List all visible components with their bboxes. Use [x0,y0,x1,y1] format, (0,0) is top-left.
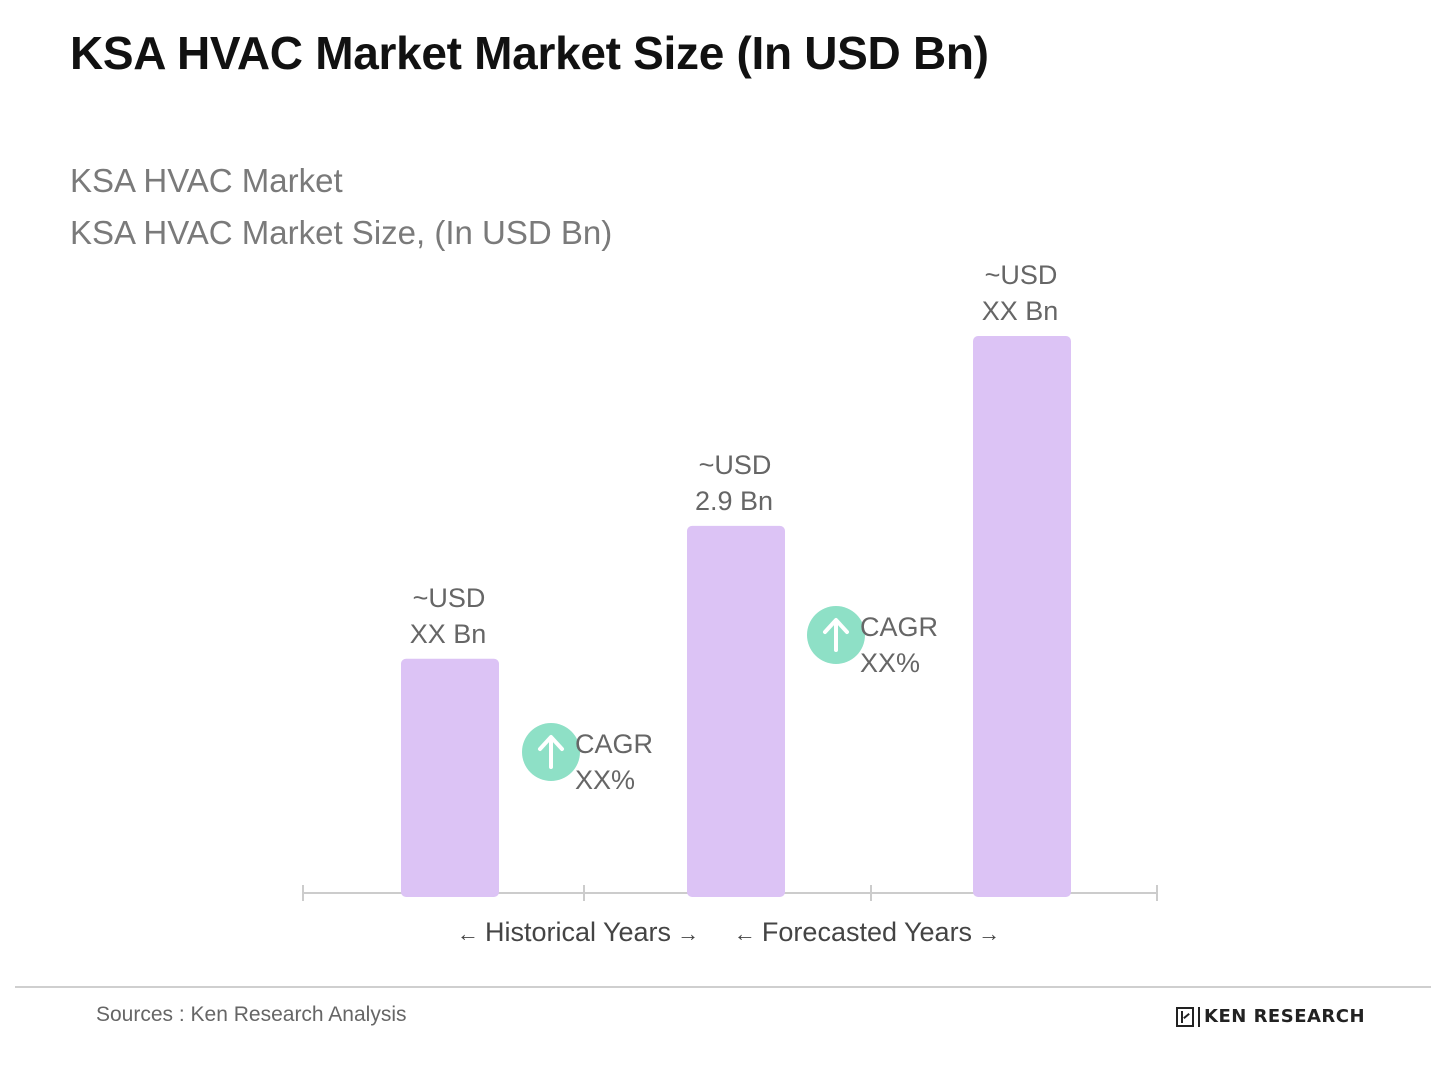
period-label-text: Historical Years [485,917,671,947]
bar [687,525,785,897]
cagr-value: XX% [860,648,920,678]
bar-value-label-line1: ~USD [699,450,772,480]
cagr-label: CAGR [860,612,938,642]
period-label: ← Forecasted Years → [734,917,1000,947]
bar [401,658,499,897]
footer-divider [15,986,1431,988]
arrow-right-icon: → [671,921,699,946]
arrow-left-icon: ← [734,921,762,946]
cagr-value: XX% [575,765,635,795]
brand-name: KEN RESEARCH [1204,1006,1366,1027]
source-note: Sources : Ken Research Analysis [96,1003,407,1026]
arrow-right-icon: → [972,921,1000,946]
arrow-up-icon-head [538,735,564,751]
bar-value-label-line1: ~USD [985,260,1058,290]
arrow-left-icon: ← [457,921,485,946]
bar-chart: ~USD XX Bn ~USD 2.9 Bn ~USD XX Bn CAGR XX% CAGR X… [302,260,1158,947]
ken-research-logo-icon [1176,1006,1194,1027]
brand-logo: KEN RESEARCH [1176,1006,1365,1027]
chart-subtitle-size: KSA HVAC Market Size, (In USD Bn) [70,214,613,251]
brand-separator [1198,1006,1200,1027]
chart-title: KSA HVAC Market Market Size (In USD Bn) [70,27,989,79]
period-label: ← Historical Years → [457,917,699,947]
bar-value-label-line2: XX Bn [982,296,1059,326]
arrow-up-icon-head [823,618,849,634]
bar-value-label-line1: ~USD [413,583,486,613]
bar [973,336,1071,897]
bar-value-label-line2: 2.9 Bn [695,486,773,516]
cagr-label: CAGR [575,729,653,759]
bar-value-label-line2: XX Bn [410,619,487,649]
chart-subtitle-market: KSA HVAC Market [70,162,343,199]
period-label-text: Forecasted Years [762,917,972,947]
